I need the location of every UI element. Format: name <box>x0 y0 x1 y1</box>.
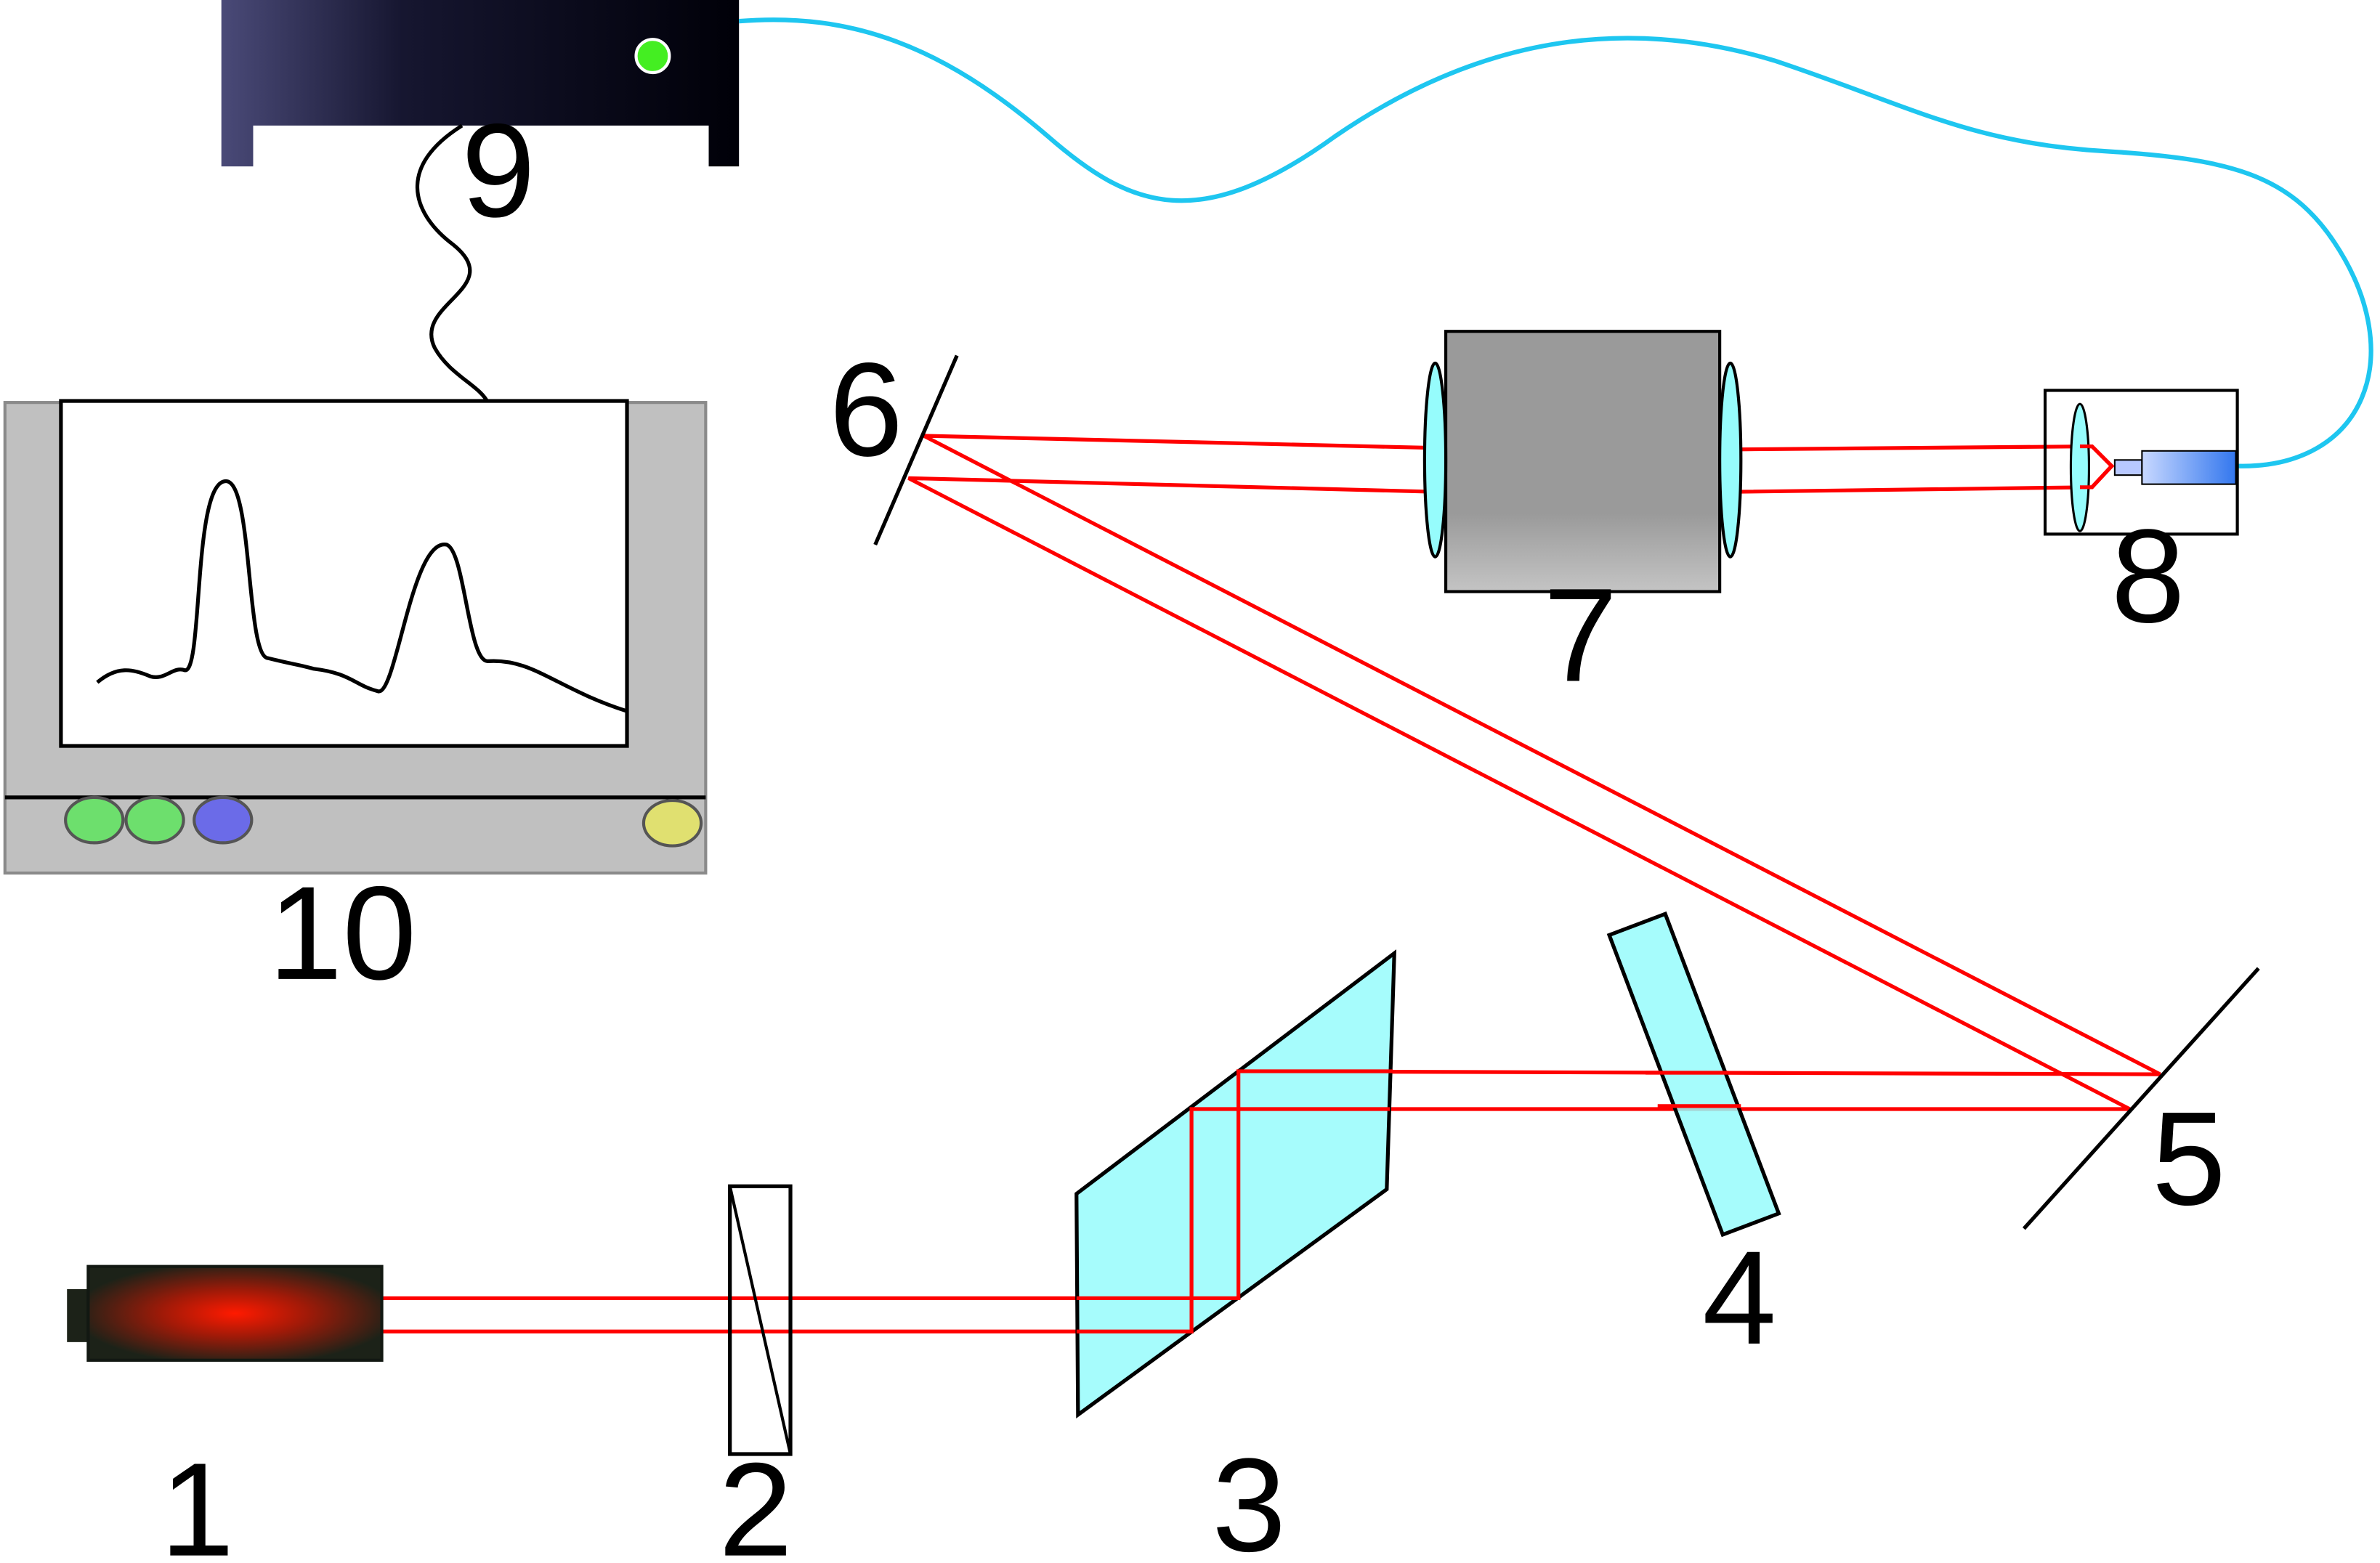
mirror-right <box>2022 967 2260 1230</box>
spectrometer-box-icon <box>221 0 740 167</box>
label-modulator: 7 <box>1544 560 1618 709</box>
indicator-led <box>634 38 671 75</box>
mirror-left <box>873 354 959 546</box>
modulator-lens-right <box>1718 361 1743 559</box>
polarizer <box>728 1184 793 1456</box>
coupler-lens <box>2069 402 2091 532</box>
label-mirror-right: 5 <box>2152 1084 2226 1233</box>
button-yellow[interactable] <box>641 798 703 848</box>
screen <box>59 399 629 748</box>
signal-cable <box>415 123 490 404</box>
spectrum-trace <box>96 479 628 713</box>
label-spectrometer: 9 <box>461 96 535 245</box>
rhomb-prism <box>1074 949 1397 1418</box>
fiber-coupler <box>2043 389 2239 536</box>
monitor-icon <box>3 399 708 875</box>
laser-tube-icon <box>67 1264 384 1362</box>
label-rhomb-prism: 3 <box>1212 1430 1286 1563</box>
label-crystal-plate: 4 <box>1702 1223 1776 1372</box>
beams-inside-optics <box>1076 1069 1741 1333</box>
label-laser: 1 <box>160 1435 234 1563</box>
modulator-lens-left <box>1422 361 1448 559</box>
button-blue[interactable] <box>193 795 254 845</box>
modulator <box>1422 330 1743 593</box>
label-polarizer: 2 <box>719 1435 793 1563</box>
optical-fiber <box>738 17 2373 468</box>
button-green-1[interactable] <box>64 795 125 845</box>
label-fiber-coupler: 8 <box>2111 501 2185 650</box>
label-computer: 10 <box>268 858 416 1007</box>
button-green-2[interactable] <box>124 795 185 845</box>
label-mirror-left: 6 <box>829 335 903 484</box>
focus-beam <box>2079 444 2115 490</box>
